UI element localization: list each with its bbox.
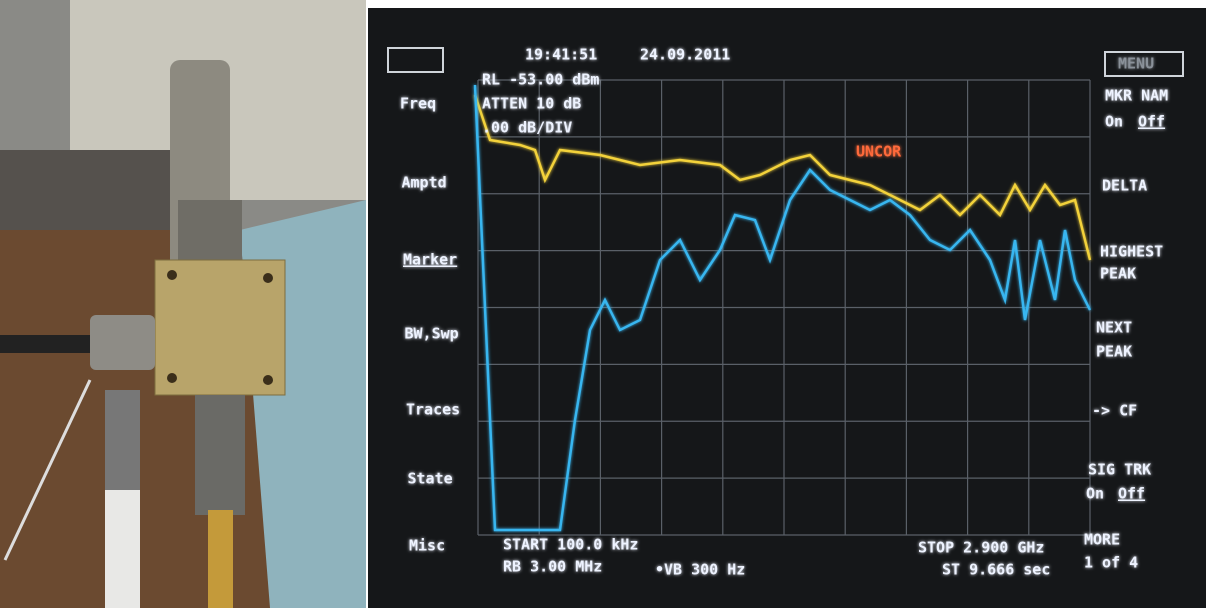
softkey-off[interactable]: Off [1118,485,1145,503]
softkey-on[interactable]: On [1086,485,1104,503]
time: 19:41:51 [525,46,597,64]
start-frequency: START 100.0 kHz [503,536,638,554]
softkey[interactable]: State [408,470,453,488]
softkey-off[interactable]: Off [1138,113,1165,131]
softkey[interactable]: SIG TRK [1088,461,1151,479]
softkey[interactable]: BW,Swp [405,325,459,343]
softkey[interactable]: Marker [403,251,457,269]
resolution-bandwidth: RB 3.00 MHz [503,558,602,576]
menu-label: MENU [1118,55,1154,73]
sweep-time: ST 9.666 sec [942,561,1050,579]
reference-level: RL -53.00 dBm [482,71,599,89]
softkey[interactable]: DELTA [1102,177,1147,195]
softkey[interactable]: PEAK [1100,265,1136,283]
uncor-flag: UNCOR [856,143,902,161]
softkey[interactable]: Freq [400,95,436,113]
date: 24.09.2011 [640,46,730,64]
hardware-photo [0,0,366,608]
photo: 19:41:51 24.09.2011 RL -53.00 dBm ATTEN … [0,0,1206,608]
page-indicator: 1 of 4 [1084,554,1138,572]
softkey[interactable]: Amptd [402,174,447,192]
softkey[interactable]: MKR NAM [1105,87,1168,105]
softkey[interactable]: MORE [1084,531,1120,549]
softkey[interactable]: NEXT [1096,319,1132,337]
stop-frequency: STOP 2.900 GHz [918,539,1044,557]
softkey[interactable]: Misc [409,537,445,555]
softkey-on[interactable]: On [1105,113,1123,131]
scale: .00 dB/DIV [482,119,572,137]
attenuation: ATTEN 10 dB [482,95,581,113]
video-bandwidth: •VB 300 Hz [655,561,745,579]
softkey[interactable]: -> CF [1092,402,1137,420]
softkey[interactable]: HIGHEST [1100,243,1163,261]
softkey[interactable]: Traces [406,401,460,419]
softkey[interactable]: PEAK [1096,343,1132,361]
